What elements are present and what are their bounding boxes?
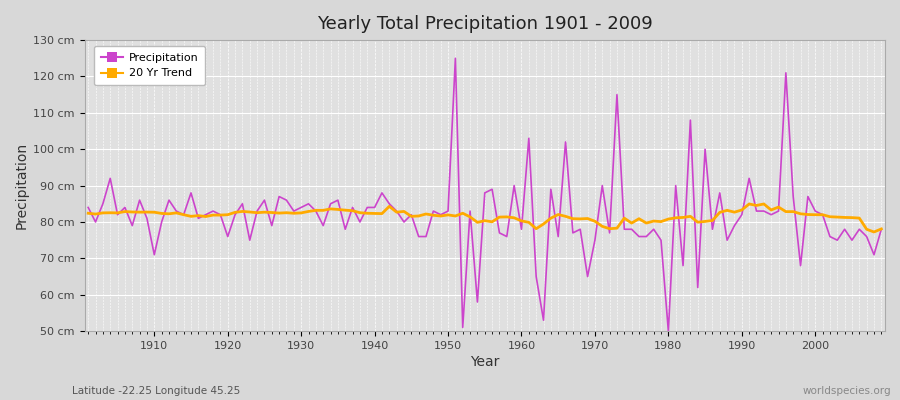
- X-axis label: Year: Year: [470, 355, 500, 369]
- Text: worldspecies.org: worldspecies.org: [803, 386, 891, 396]
- Text: Latitude -22.25 Longitude 45.25: Latitude -22.25 Longitude 45.25: [72, 386, 240, 396]
- Title: Yearly Total Precipitation 1901 - 2009: Yearly Total Precipitation 1901 - 2009: [317, 15, 652, 33]
- Y-axis label: Precipitation: Precipitation: [15, 142, 29, 229]
- Legend: Precipitation, 20 Yr Trend: Precipitation, 20 Yr Trend: [94, 46, 205, 85]
